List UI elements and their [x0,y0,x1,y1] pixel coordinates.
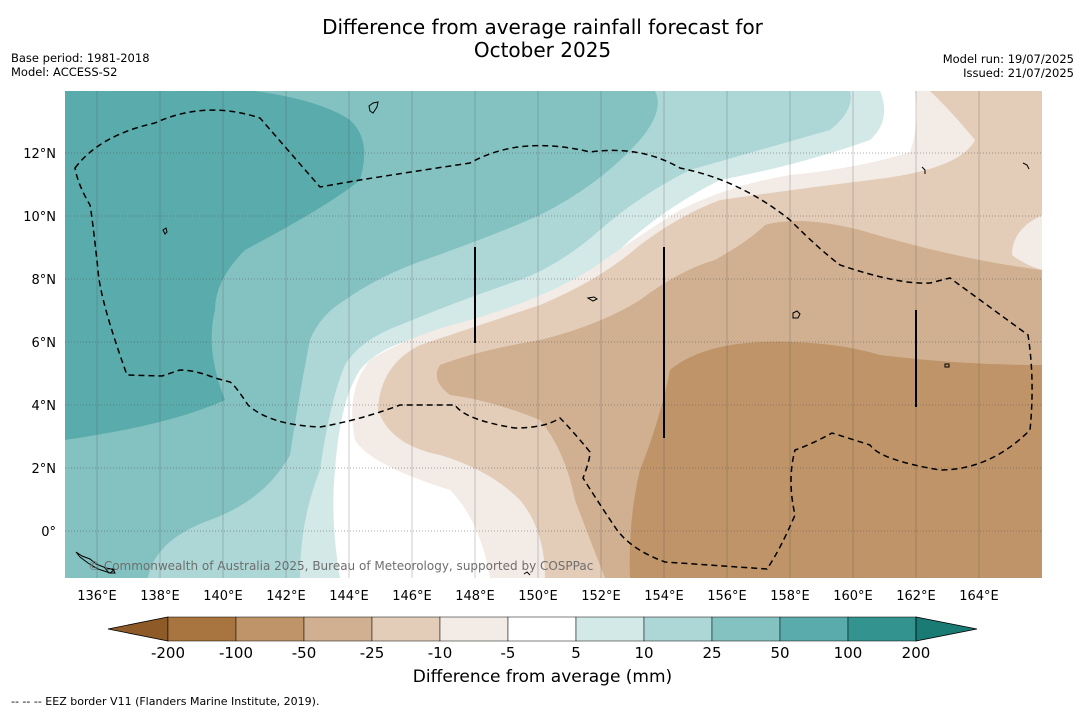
colorbar-tick-label: 100 [834,644,863,662]
islands [75,101,1030,576]
lon-tick-label: 154°E [644,589,684,604]
eez-borders [74,109,1033,570]
lon-tick-label: 144°E [329,589,369,604]
colorbar-tick-label: -25 [360,644,385,662]
boundary-lines [474,247,917,438]
lon-labels: 136°E 138°E 140°E 142°E 144°E 146°E 148°E 150°E… [77,589,999,604]
colorbar-tick-label: -200 [151,644,185,662]
colorbar-tick-label: 10 [634,644,653,662]
colorbar-tick-label: -100 [219,644,253,662]
colorbar-tick-label: 5 [571,644,581,662]
colorbar-swatch [643,616,713,642]
lat-tick-label: 12°N [23,147,56,162]
eez-footnote: -- -- -- EEZ border V11 (Flanders Marine… [11,695,320,708]
colorbar-swatch [507,616,577,642]
colorbar-tick-label: -10 [428,644,453,662]
lon-tick-label: 156°E [707,589,747,604]
colorbar-tick-label: -5 [501,644,516,662]
lon-tick-label: 142°E [266,589,306,604]
colorbar-swatch [303,616,373,642]
meta-left: Base period: 1981-2018 Model: ACCESS-S2 [11,51,150,79]
lat-labels: 12°N 10°N 8°N 6°N 4°N 2°N 0° [23,147,56,540]
lat-tick-label: 6°N [32,336,57,351]
lon-tick-label: 140°E [203,589,243,604]
model-text: Model: ACCESS-S2 [11,65,118,79]
lon-tick-label: 164°E [959,589,999,604]
colorbar-swatch [711,616,781,642]
base-period-text: Base period: 1981-2018 [11,51,150,65]
lon-tick-label: 146°E [392,589,432,604]
colorbar-swatch [371,616,441,642]
colorbar-swatch [779,616,849,642]
lon-tick-label: 136°E [77,589,117,604]
lon-tick-label: 148°E [455,589,495,604]
lon-tick-label: 162°E [896,589,936,604]
colorbar-under-arrow [107,616,169,642]
lon-tick-label: 152°E [581,589,621,604]
colorbar-swatch [167,616,237,642]
colorbar-swatch [575,616,645,642]
colorbar-title: Difference from average (mm) [412,667,673,687]
grid [65,91,1042,578]
map-title-line1: Difference from average rainfall forecas… [322,15,763,39]
model-run-text: Model run: 19/07/2025 [942,52,1074,66]
lon-tick-label: 150°E [518,589,558,604]
colorbar-tick-label: 200 [902,644,931,662]
issued-text: Issued: 21/07/2025 [963,66,1074,80]
colorbar-tick-label: 25 [702,644,721,662]
lat-tick-label: 10°N [23,210,56,225]
lon-tick-label: 158°E [770,589,810,604]
colorbar-over-arrow [915,616,978,642]
colorbar-swatch [847,616,917,642]
meta-right: Model run: 19/07/2025 Issued: 21/07/2025 [943,52,1074,80]
copyright-text: © Commonwealth of Australia 2025, Bureau… [88,559,593,573]
lat-tick-label: 0° [41,525,56,540]
colorbar-swatch [235,616,305,642]
colorbar-tick-label: 50 [770,644,789,662]
colorbar: -200 -100 -50 -25 -10 -5 5 10 25 50 100 200 [107,616,978,662]
band-minus-50-100 [629,341,1042,578]
lon-tick-label: 160°E [833,589,873,604]
lat-tick-label: 8°N [32,273,57,288]
lat-tick-label: 4°N [32,399,57,414]
map-field: © Commonwealth of Australia 2025, Bureau… [65,91,1042,578]
map-title-line2: October 2025 [473,38,612,62]
colorbar-swatch [439,616,509,642]
lon-tick-label: 138°E [140,589,180,604]
colorbar-tick-label: -50 [292,644,317,662]
lat-tick-label: 2°N [32,462,57,477]
band-neutral-east [1012,215,1042,270]
